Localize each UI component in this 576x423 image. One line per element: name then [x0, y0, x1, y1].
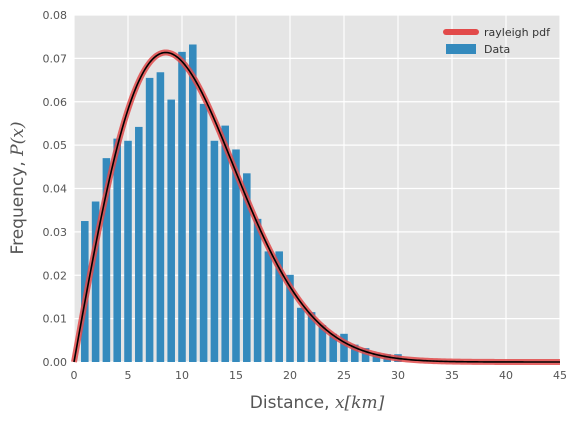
legend-bar-swatch [446, 44, 476, 54]
x-axis-label-prefix: Distance, [250, 393, 335, 413]
histogram-bar [124, 140, 132, 362]
histogram-bar [91, 201, 100, 362]
histogram-bar [361, 348, 370, 362]
y-tick-label: 0.00 [43, 356, 68, 369]
x-tick-label: 25 [337, 369, 351, 382]
x-tick-label: 40 [499, 369, 513, 382]
rayleigh-pdf-curve [71, 49, 562, 365]
y-tick-label: 0.05 [43, 139, 68, 152]
x-tick-label: 10 [175, 369, 189, 382]
y-tick-label: 0.01 [43, 313, 68, 326]
y-tick-label: 0.02 [43, 269, 68, 282]
histogram-bar [135, 126, 143, 362]
histogram-bar [167, 99, 175, 363]
x-tick-label: 5 [125, 369, 132, 382]
histogram-bar [340, 333, 348, 362]
histogram-bar [145, 77, 154, 363]
histogram-bar [113, 138, 121, 362]
legend-label-rayleigh: rayleigh pdf [484, 26, 551, 39]
histogram-bar [189, 44, 197, 363]
y-tick-label: 0.07 [43, 52, 68, 65]
x-axis-ticks: 0 5 10 15 20 25 30 35 40 45 [71, 369, 568, 382]
y-tick-label: 0.03 [43, 226, 68, 239]
rayleigh-pdf-line-inner [73, 51, 560, 363]
y-tick-label: 0.08 [43, 9, 68, 22]
histogram-bar [253, 218, 262, 362]
x-axis-label: Distance, x[km] [250, 393, 385, 413]
histogram-bar [275, 251, 283, 362]
histogram-bar [329, 333, 337, 362]
histogram-bar [286, 274, 294, 362]
histogram-bars [81, 44, 402, 363]
legend-label-data: Data [484, 43, 510, 56]
histogram-bar [297, 307, 305, 362]
histogram-bar [221, 125, 229, 362]
y-axis-label-prefix: Frequency, [8, 156, 28, 255]
x-tick-label: 30 [391, 369, 405, 382]
x-tick-label: 0 [71, 369, 78, 382]
histogram-bar [264, 251, 273, 362]
y-axis-label-math: P(x) [8, 122, 28, 157]
histogram-bar [156, 72, 165, 362]
x-tick-label: 35 [445, 369, 459, 382]
y-tick-label: 0.06 [43, 96, 68, 109]
x-tick-label: 20 [283, 369, 297, 382]
histogram-bar [210, 140, 219, 362]
y-axis-label: Frequency, P(x) [8, 122, 28, 255]
x-tick-label: 15 [229, 369, 243, 382]
y-axis-ticks: 0.00 0.01 0.02 0.03 0.04 0.05 0.06 0.07 0.08 [43, 9, 68, 369]
histogram-bar [102, 158, 111, 362]
x-tick-label: 45 [553, 369, 567, 382]
histogram-bar [199, 103, 208, 362]
histogram-bar [178, 51, 186, 363]
histogram-bar [318, 325, 327, 362]
histogram-bar [307, 312, 316, 362]
histogram-bar [232, 149, 240, 362]
x-axis-label-math: x[km] [335, 393, 385, 413]
y-tick-label: 0.04 [43, 183, 68, 196]
histogram-bar [243, 173, 251, 362]
legend: rayleigh pdf Data [443, 26, 551, 56]
histogram-bar [351, 344, 359, 362]
